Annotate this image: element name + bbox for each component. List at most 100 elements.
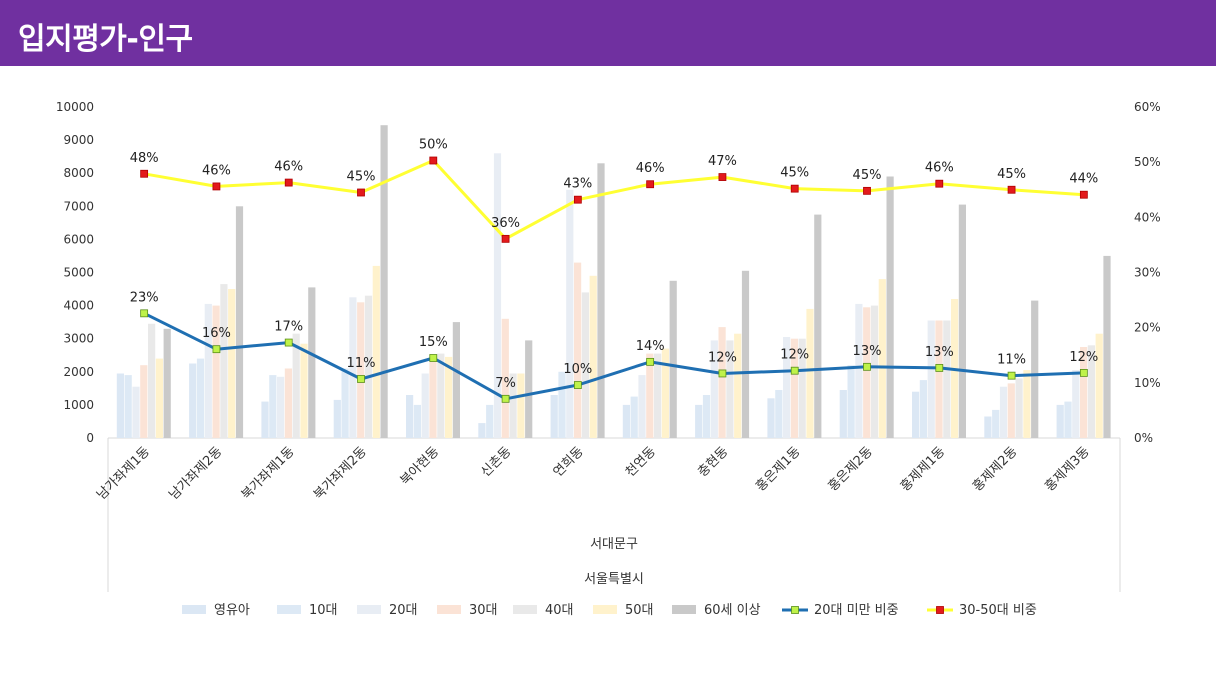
x-tick-label: 천연동: [623, 444, 659, 480]
data-label: 11%: [347, 356, 376, 371]
bar: [855, 303, 863, 438]
legend-marker: [791, 606, 799, 614]
data-label: 13%: [925, 345, 954, 360]
bar: [163, 328, 171, 438]
data-label: 13%: [853, 344, 882, 359]
line-point: [501, 234, 510, 243]
bar: [912, 391, 920, 438]
legend-label: 30대: [469, 603, 498, 618]
bar: [212, 305, 220, 438]
bar: [597, 163, 605, 439]
data-label: 48%: [130, 151, 159, 166]
bar: [284, 368, 292, 438]
legend-swatch: [357, 605, 381, 614]
bar: [380, 125, 388, 438]
bar: [421, 373, 429, 438]
legend-swatch: [182, 605, 206, 614]
line-point: [1079, 369, 1088, 377]
bar: [1056, 404, 1064, 438]
data-label: 47%: [708, 154, 737, 169]
y2-tick-label: 0%: [1134, 431, 1153, 445]
y2-tick-label: 50%: [1134, 155, 1161, 169]
data-label: 10%: [563, 362, 592, 377]
bar: [589, 275, 597, 438]
bar: [984, 416, 992, 438]
y2-tick-label: 60%: [1134, 100, 1161, 114]
y2-tick-label: 30%: [1134, 266, 1161, 280]
x-tick-label: 홍제제2동: [970, 444, 1020, 494]
x-tick-label: 홍은제2동: [826, 444, 876, 494]
bar: [357, 302, 365, 438]
y2-tick-label: 20%: [1134, 321, 1161, 335]
bar: [1023, 370, 1031, 438]
bar: [413, 404, 421, 438]
bar: [695, 404, 703, 438]
y-tick-label: 2000: [63, 365, 94, 379]
bar: [437, 353, 445, 438]
data-label: 45%: [997, 167, 1026, 182]
bar: [566, 189, 574, 439]
x-group-label: 서울특별시: [584, 572, 644, 587]
bar: [196, 358, 205, 438]
x-group-label: 서대문구: [590, 537, 638, 552]
bar: [148, 323, 156, 438]
line-point: [718, 173, 727, 181]
bar: [364, 295, 373, 438]
y-tick-label: 4000: [63, 299, 94, 313]
bar: [140, 365, 148, 438]
bar: [927, 320, 935, 438]
bar: [630, 396, 638, 438]
data-label: 11%: [997, 353, 1026, 368]
bar: [349, 297, 357, 438]
legend-label: 20대 미만 비중: [814, 603, 899, 618]
bar: [478, 423, 486, 438]
y-tick-label: 10000: [56, 100, 94, 114]
bar: [333, 399, 341, 438]
line-point: [140, 309, 149, 318]
bar: [406, 395, 414, 438]
bar: [429, 360, 437, 438]
bar: [814, 214, 822, 438]
bar: [839, 390, 847, 438]
bar: [372, 265, 380, 438]
data-label: 44%: [1069, 172, 1098, 187]
bar: [1007, 383, 1015, 438]
line-point: [1007, 371, 1016, 380]
bar: [790, 338, 798, 438]
line-point: [573, 195, 582, 204]
bar: [798, 338, 806, 438]
legend-label: 20대: [389, 603, 418, 618]
series-line: [143, 311, 1084, 401]
line-point: [284, 178, 293, 187]
y-tick-label: 7000: [63, 199, 94, 213]
bar: [501, 318, 509, 438]
bar: [958, 204, 966, 438]
bar: [718, 327, 726, 438]
x-tick-label: 홍은제1동: [753, 444, 803, 494]
legend-label: 40대: [545, 603, 574, 618]
bar: [919, 380, 927, 438]
bar: [341, 368, 349, 438]
bar: [863, 307, 871, 438]
line-point: [935, 364, 944, 372]
bar: [870, 305, 879, 438]
bar: [741, 270, 750, 438]
data-label: 23%: [130, 290, 159, 305]
line-point: [646, 180, 655, 189]
bar: [445, 356, 453, 438]
y-tick-label: 3000: [63, 332, 94, 346]
bar: [767, 398, 775, 438]
line-point: [573, 381, 582, 389]
data-label: 15%: [419, 335, 448, 350]
bar: [155, 358, 163, 438]
x-tick-label: 연희동: [551, 444, 587, 480]
bar: [734, 333, 742, 438]
bar: [525, 340, 533, 438]
bar: [269, 375, 277, 438]
data-label: 12%: [780, 348, 809, 363]
legend-label: 10대: [309, 603, 338, 618]
bar: [277, 376, 285, 438]
bar: [710, 340, 718, 438]
line-point: [357, 375, 365, 383]
